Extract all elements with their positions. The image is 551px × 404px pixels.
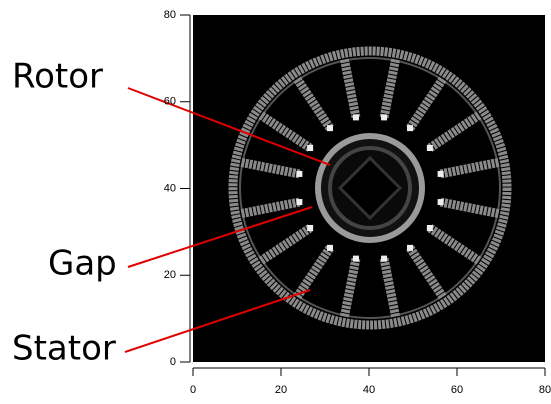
annotation: Rotor [12,57,103,97]
x-tick-label: 60 [451,384,463,396]
tooth-tip [381,114,387,120]
tooth-tip [307,225,313,231]
chart: Rotor Gap Stator 0 20 40 60 80 0 20 40 60 80 [0,0,551,404]
tooth-tip [327,245,333,251]
y-tick-label: 0 [170,356,176,368]
tooth-tip [327,125,333,131]
tooth-tip [353,114,359,120]
y-tick-label: 80 [164,9,176,21]
tooth-tip [438,171,444,177]
tooth-tip [296,199,302,205]
tooth-tip [381,256,387,262]
x-tick-label: 80 [539,384,551,396]
x-tick-label: 40 [363,384,375,396]
tooth-tip [296,171,302,177]
tooth-tip [307,145,313,151]
tooth-tip [427,225,433,231]
x-tick-label: 20 [275,384,287,396]
y-tick-label: 40 [164,182,176,194]
annotation: Stator [12,329,116,369]
tooth-tip [427,145,433,151]
tooth-tip [407,245,413,251]
x-tick-label: 0 [190,384,196,396]
tooth-tip [438,199,444,205]
tooth-tip [407,125,413,131]
y-tick-label: 60 [164,96,176,108]
tooth-tip [353,256,359,262]
annotation: Gap [48,244,117,284]
y-tick-label: 20 [164,269,176,281]
